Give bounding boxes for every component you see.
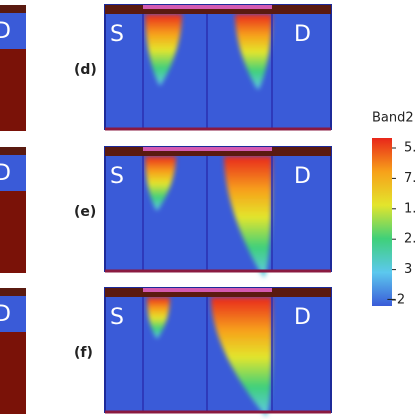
left-panel-region-label: D: [0, 302, 11, 327]
top-oxide: [105, 288, 331, 297]
left-panel-top: [0, 5, 26, 13]
left-panel-region-label: D: [0, 19, 11, 44]
gate-strip: [143, 5, 272, 9]
left-panel-region: [0, 296, 26, 332]
gate-strip: [143, 147, 272, 151]
top-oxide: [105, 5, 331, 14]
colorbar-title: Band2: [372, 111, 414, 126]
left-panel-top: [0, 288, 26, 296]
top-oxide: [105, 147, 331, 156]
heat-blob: [147, 297, 170, 339]
heat-blob: [145, 156, 176, 211]
source-label: S: [110, 22, 124, 47]
heat-blob: [145, 14, 182, 86]
left-panel-region: [0, 155, 26, 191]
source-label: S: [110, 305, 124, 330]
heat-blob: [211, 297, 272, 417]
drain-label: D: [294, 22, 311, 47]
drain-label: D: [294, 164, 311, 189]
colorbar: [372, 138, 392, 306]
colorbar-label: 7.: [404, 171, 416, 186]
source-label: S: [110, 164, 124, 189]
colorbar-label: 1.: [404, 201, 416, 216]
colorbar-label: 3: [404, 262, 412, 277]
panel-label: (d): [74, 62, 97, 78]
heat-blob: [224, 156, 272, 278]
colorbar-label: 2.: [404, 232, 416, 247]
colorbar-label: 5.: [404, 141, 416, 156]
gate-strip: [143, 288, 272, 292]
left-panel-region: [0, 13, 26, 49]
panel-label: (e): [74, 204, 96, 220]
drain-label: D: [294, 305, 311, 330]
heat-blob: [235, 14, 272, 90]
colorbar-label: −2: [386, 293, 405, 308]
panel-label: (f): [74, 345, 93, 361]
left-panel-top: [0, 147, 26, 155]
left-panel-region-label: D: [0, 161, 11, 186]
